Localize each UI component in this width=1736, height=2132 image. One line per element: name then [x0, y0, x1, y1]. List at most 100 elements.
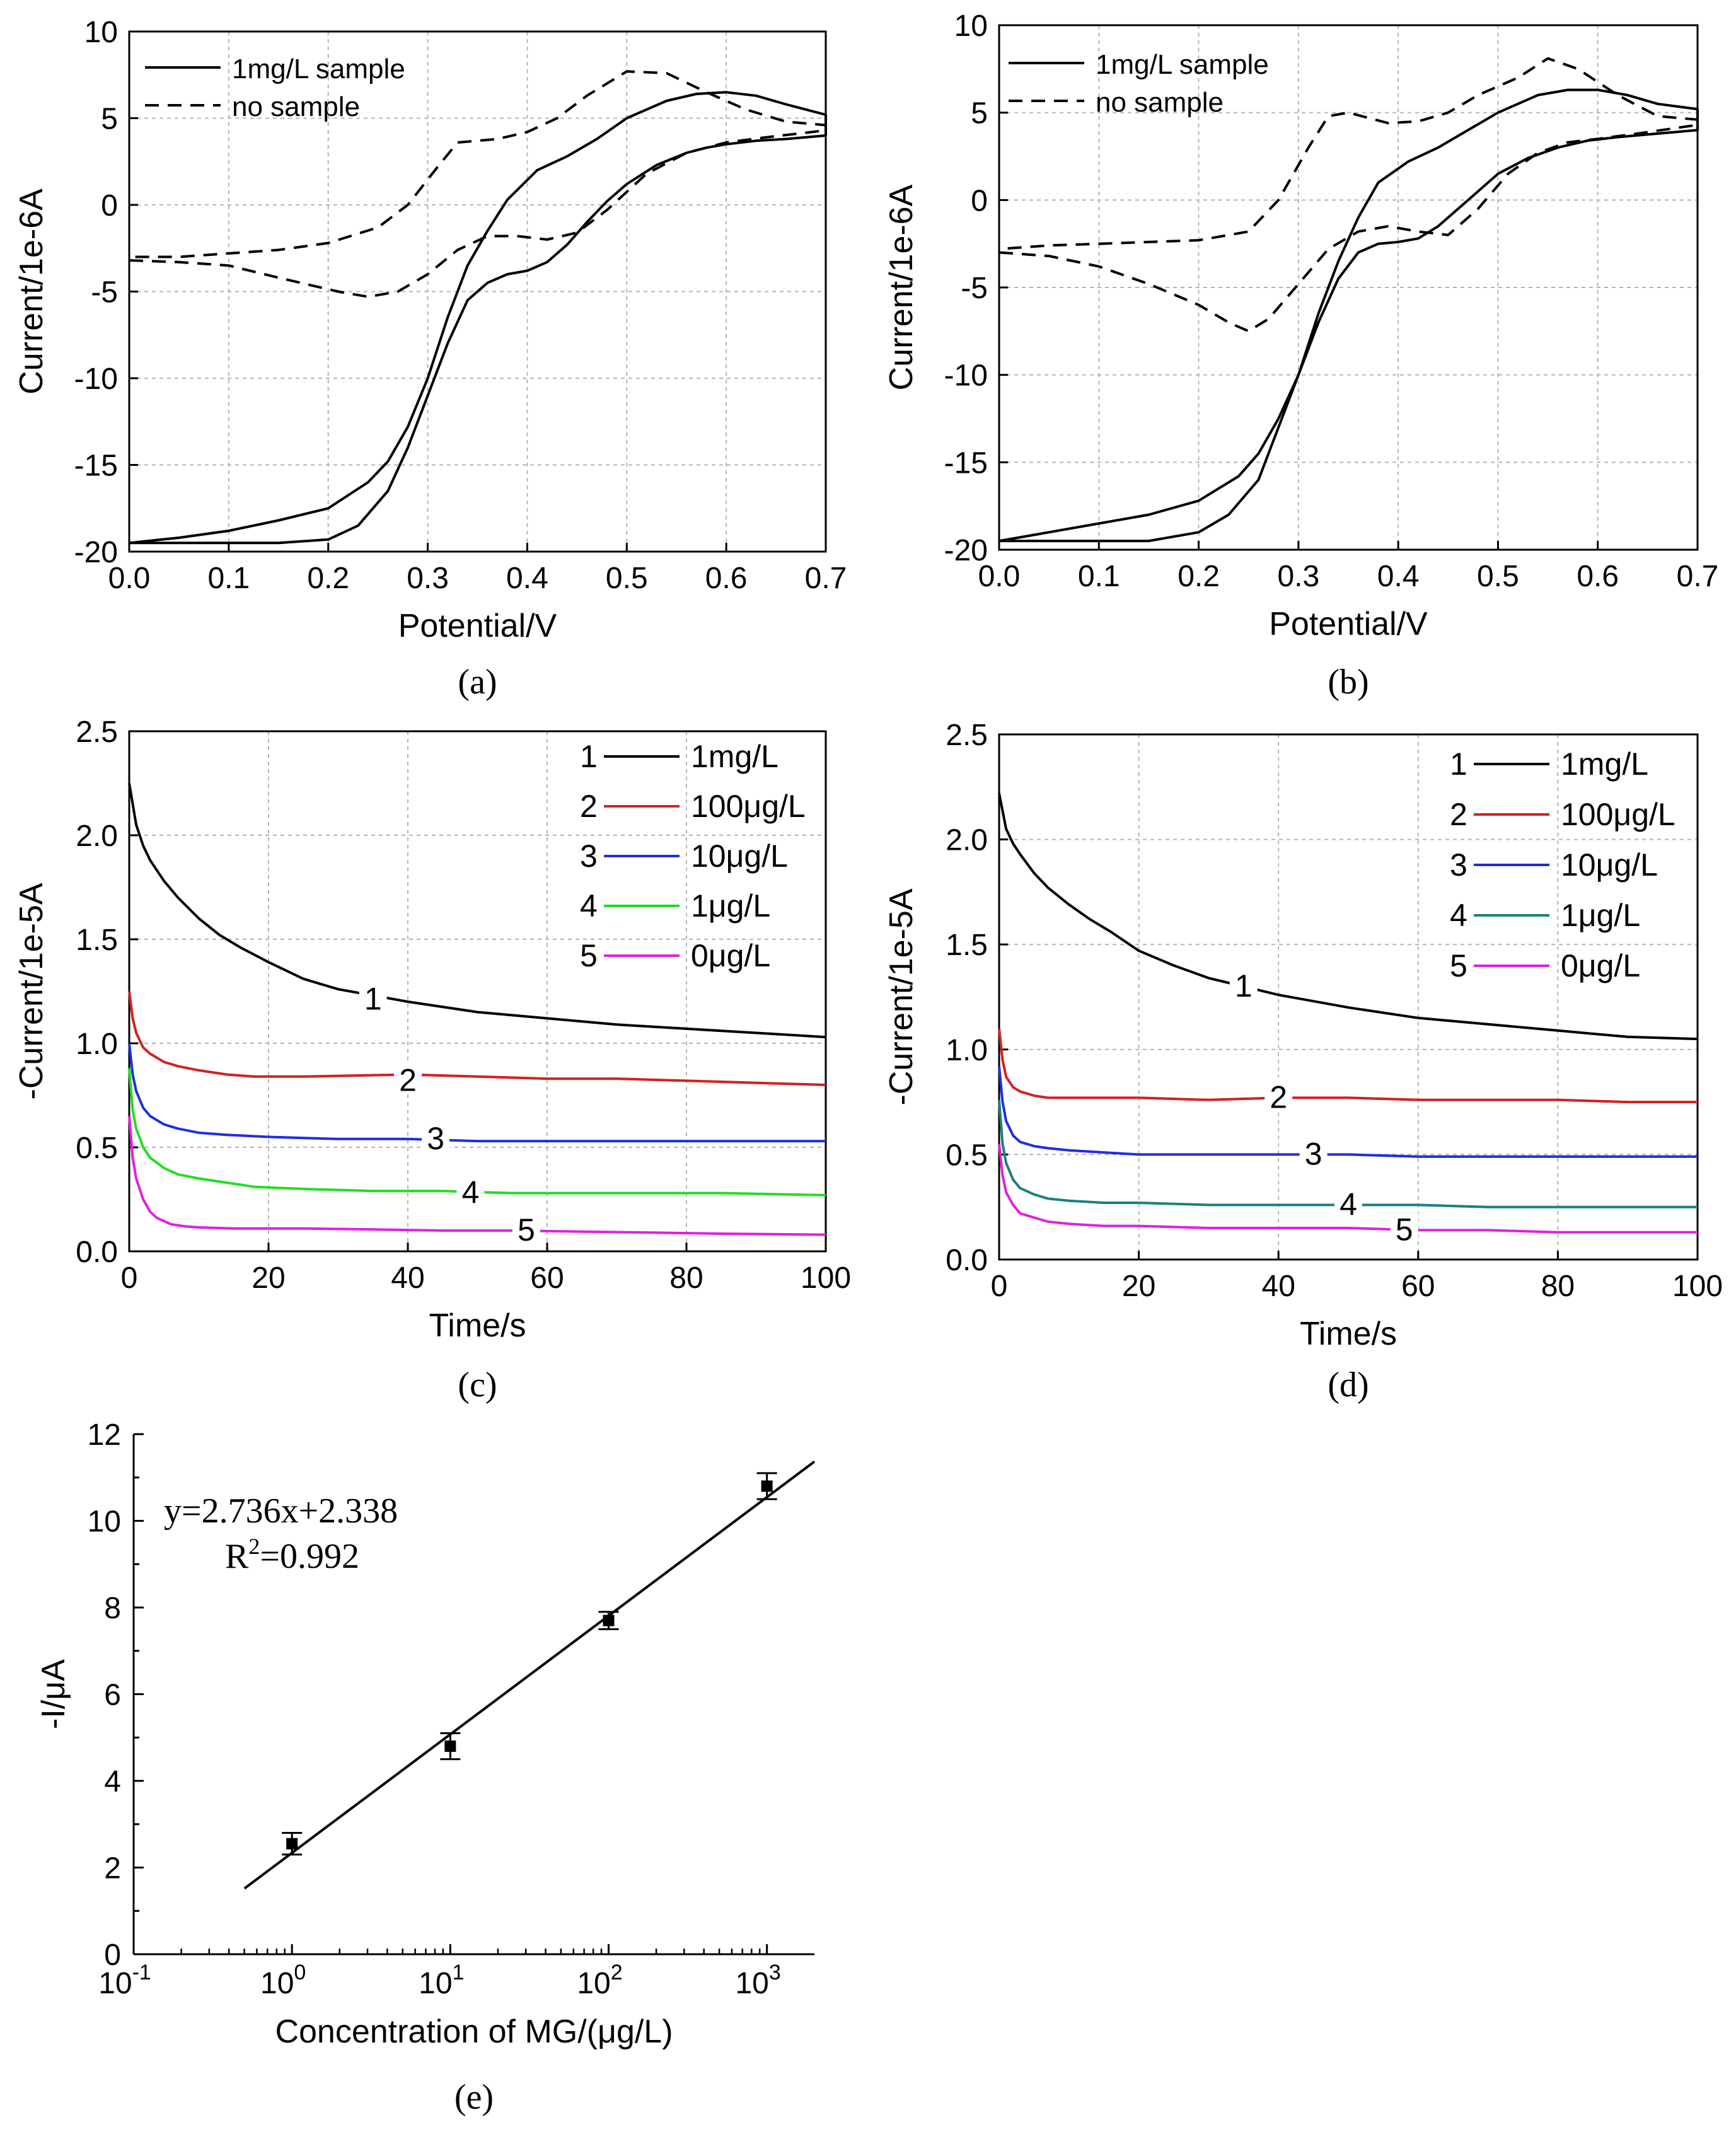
- curve-label-3: 3: [1305, 1136, 1322, 1171]
- series-line-2: [998, 1028, 1698, 1104]
- y-tick-label: 0: [971, 184, 988, 217]
- y-tick-label: -15: [74, 449, 118, 483]
- legend-d: 1 1mg/L 2 100μg/L 3 10μg/L 4 1μg/L 5 0μg/L: [1450, 746, 1675, 983]
- curve-label-bg: [394, 1060, 422, 1092]
- legend-number: 4: [580, 888, 598, 924]
- legend-number: 3: [1450, 847, 1467, 883]
- x-tick-label: 0.4: [506, 562, 548, 595]
- legend-number: 5: [1450, 948, 1467, 983]
- x-tick-label: 60: [1401, 1270, 1435, 1303]
- legend-label: 0μg/L: [691, 938, 770, 973]
- x-tick-label: 103: [735, 1961, 780, 2000]
- y-tick-label: 5: [971, 97, 988, 130]
- legend-number: 5: [580, 938, 598, 973]
- x-axis-label: Time/s: [429, 1307, 526, 1344]
- legend-label: 100μg/L: [1561, 797, 1675, 832]
- y-axis-label: -I/μA: [35, 1659, 72, 1729]
- chart-a: 0.0 0.1 0.2 0.3 0.4 0.5 0.6 0.7 -20 -15 -10 -5 0 5 10 P…: [13, 16, 847, 702]
- x-tick-label: 0.0: [978, 560, 1021, 593]
- y-tick-label: 8: [104, 1592, 121, 1625]
- y-tick-label: 4: [104, 1765, 121, 1799]
- fit-line: [243, 1460, 816, 1890]
- legend-label: 10μg/L: [691, 838, 788, 874]
- curve-label-bg: [512, 1210, 540, 1242]
- plot-frame-d: [998, 733, 1699, 1261]
- series-line-1: [129, 70, 827, 298]
- panel-label: (d): [1328, 1365, 1369, 1405]
- fit-equation: y=2.736x+2.338: [164, 1492, 398, 1531]
- curve-label-bg: [1299, 1134, 1328, 1166]
- data-point: [603, 1614, 615, 1626]
- curve-label-2: 2: [1270, 1079, 1287, 1115]
- curve-label-bg: [456, 1173, 485, 1205]
- x-tick-label: 0: [121, 1261, 138, 1295]
- series-line-0: [998, 88, 1699, 543]
- x-axis-label: Potential/V: [398, 608, 557, 644]
- legend-label: 1mg/L: [1561, 746, 1648, 782]
- curve-label-bg: [1390, 1210, 1418, 1242]
- x-tick-exponent: 3: [769, 1961, 781, 1984]
- y-tick-label: 2.0: [76, 820, 118, 853]
- series-line-3: [128, 1043, 826, 1143]
- y-axis-label: Current/1e-6A: [13, 188, 50, 395]
- y-tick-label: 0.0: [946, 1244, 988, 1277]
- x-tick-label: 80: [669, 1261, 703, 1295]
- legend-number: 1: [1450, 746, 1467, 782]
- x-tick-label: 10-1: [98, 1961, 151, 2000]
- y-tick-label: 10: [88, 1505, 121, 1539]
- x-tick-label: 0.5: [1477, 560, 1519, 593]
- gridlines-a: [129, 32, 826, 552]
- x-tick-label: 60: [530, 1261, 564, 1295]
- x-tick-label: 20: [252, 1261, 285, 1295]
- curve-label-bg: [359, 979, 387, 1011]
- y-tick-label: -5: [961, 272, 988, 305]
- x-tick-label: 20: [1122, 1270, 1155, 1303]
- curve-label-1: 1: [364, 982, 382, 1017]
- legend-number: 4: [1450, 898, 1467, 933]
- y-tick-label: 10: [84, 16, 118, 49]
- series-line-0: [129, 91, 827, 545]
- gridlines-c: [129, 731, 826, 1251]
- x-tick-label: 40: [391, 1261, 424, 1295]
- legend-label: no sample: [1096, 87, 1224, 118]
- panel-label: (b): [1328, 663, 1369, 702]
- legend-label: 0μg/L: [1561, 948, 1640, 983]
- legend-label: 10μg/L: [1561, 847, 1658, 883]
- legend-number: 2: [580, 789, 598, 824]
- y-tick-label: 2.5: [76, 715, 118, 749]
- curve-label-bg: [422, 1118, 450, 1150]
- y-tick-label: 0: [101, 189, 118, 223]
- x-tick-label: 0.6: [705, 562, 748, 595]
- series-line-5: [128, 1116, 826, 1236]
- curve-label-4: 4: [1340, 1186, 1357, 1222]
- chart-b: 0.0 0.1 0.2 0.3 0.4 0.5 0.6 0.7 -20 -15 -10 -5 0 5 10 P…: [883, 9, 1718, 702]
- legend-label: 1mg/L sample: [232, 54, 405, 84]
- y-tick-label: 12: [88, 1418, 121, 1452]
- y-tick-label: 1.0: [946, 1034, 988, 1067]
- y-tick-label: 5: [101, 103, 118, 136]
- panel-label: (c): [458, 1365, 497, 1405]
- x-tick-label: 100: [1672, 1270, 1723, 1303]
- curve-label-bg: [1334, 1185, 1362, 1217]
- legend-label: 100μg/L: [691, 789, 806, 824]
- y-tick-label: -10: [74, 362, 118, 396]
- x-tick-label: 0.5: [606, 562, 648, 595]
- x-tick-label: 0.3: [1277, 560, 1319, 593]
- y-tick-label: 0.5: [76, 1132, 118, 1165]
- x-tick-label: 0.7: [1677, 560, 1719, 593]
- x-axis-label: Concentration of MG/(μg/L): [275, 2013, 673, 2050]
- y-tick-label: 10: [954, 9, 988, 43]
- data-point: [761, 1480, 773, 1492]
- panel-label: (e): [454, 2078, 494, 2117]
- legend-label: no sample: [232, 91, 360, 122]
- data-point: [444, 1741, 456, 1752]
- y-tick-label: 0: [104, 1938, 121, 1972]
- x-tick-label: 100: [260, 1961, 306, 2000]
- x-tick-label: 0: [991, 1270, 1008, 1303]
- y-tick-label: -5: [91, 276, 118, 310]
- r-squared-exponent: 2: [248, 1534, 260, 1559]
- series-line-3: [998, 1066, 1698, 1158]
- y-tick-label: 2: [104, 1852, 121, 1886]
